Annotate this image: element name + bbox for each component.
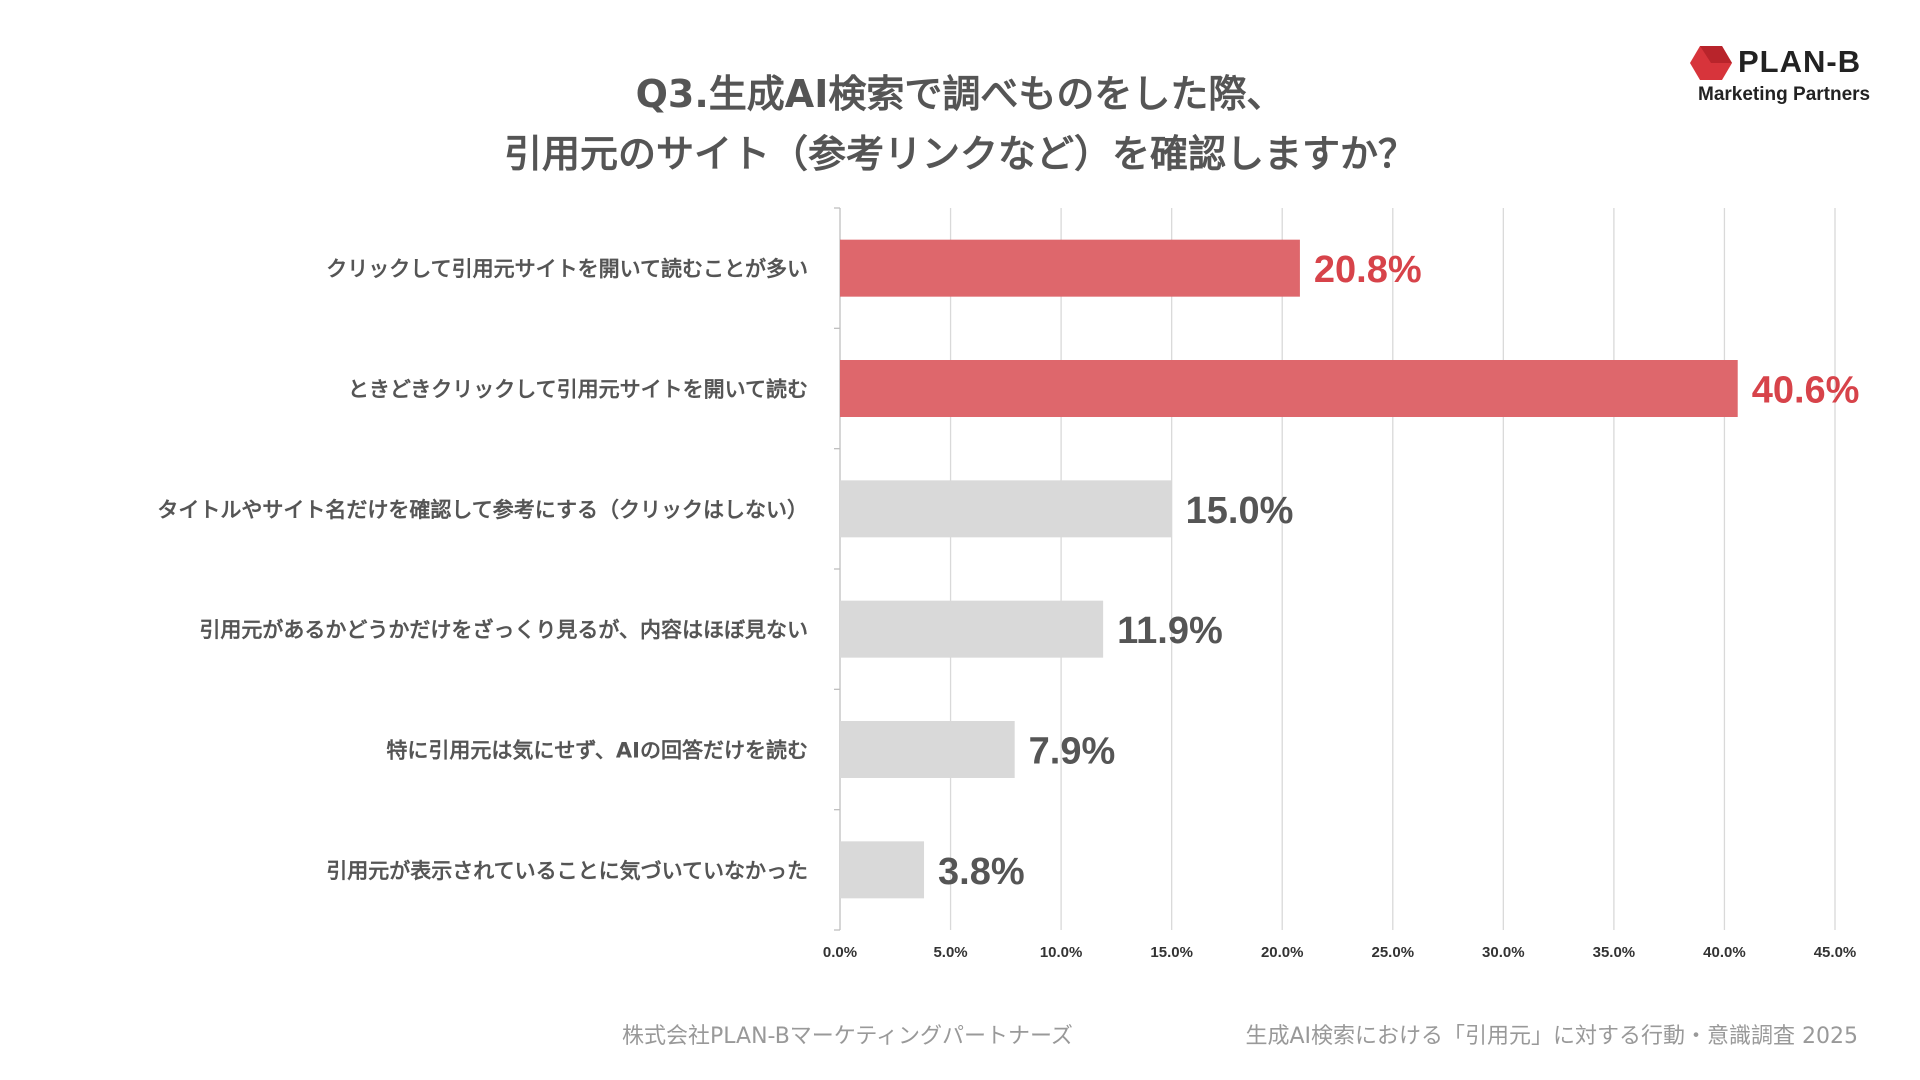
x-tick-labels: 0.0% 5.0% 10.0% 15.0% 20.0% 25.0% 30.0% 35.0% 40… <box>823 944 1856 961</box>
logo-tagline: Marketing Partners <box>1698 84 1871 105</box>
tick-label-9: 45.0% <box>1814 944 1857 961</box>
value-label-1: 40.6% <box>1752 370 1860 412</box>
category-label-4: 特に引用元は気にせず、AIの回答だけを読む <box>386 739 808 763</box>
footer-survey-title: 生成AI検索における「引用元」に対する行動・意識調査 2025 <box>1245 1024 1858 1049</box>
tick-label-0: 0.0% <box>823 944 857 961</box>
bars <box>840 239 1738 899</box>
tick-label-2: 10.0% <box>1040 944 1083 961</box>
category-label-3: 引用元があるかどうかだけをざっくり見るが、内容はほぼ見ない <box>199 618 808 642</box>
bar-3 <box>840 600 1104 658</box>
category-label-2: タイトルやサイト名だけを確認して参考にする（クリックはしない） <box>157 498 808 522</box>
bar-0 <box>840 239 1300 297</box>
value-label-0: 20.8% <box>1314 249 1422 291</box>
category-label-1: ときどきクリックして引用元サイトを開いて読む <box>348 378 808 402</box>
tick-label-3: 15.0% <box>1150 944 1193 961</box>
value-label-5: 3.8% <box>938 851 1025 893</box>
tick-label-8: 40.0% <box>1703 944 1746 961</box>
value-label-3: 11.9% <box>1117 610 1223 652</box>
title-line-1: Q3.生成AI検索で調べものをした際、 <box>635 72 1285 116</box>
logo-name: PLAN-B <box>1738 44 1862 79</box>
footer-company: 株式会社PLAN-Bマーケティングパートナーズ <box>622 1024 1073 1049</box>
title-line-2: 引用元のサイト（参考リンクなど）を確認しますか？ <box>503 132 1416 176</box>
tick-label-6: 30.0% <box>1482 944 1525 961</box>
tick-label-5: 25.0% <box>1372 944 1415 961</box>
bar-chart: クリックして引用元サイトを開いて読むことが多いときどきクリックして引用元サイトを… <box>157 207 1859 961</box>
category-label-5: 引用元が表示されていることに気づいていなかった <box>326 859 808 883</box>
category-labels: クリックして引用元サイトを開いて読むことが多いときどきクリックして引用元サイトを… <box>157 257 808 883</box>
grid-lines <box>834 207 1836 931</box>
logo-hexagon-shine <box>1700 46 1732 63</box>
value-labels: 20.8% 40.6% 15.0% 11.9% 7.9% 3.8% <box>938 249 1859 893</box>
logo-mark-icon <box>1690 46 1732 80</box>
bar-2 <box>840 480 1172 538</box>
bar-5 <box>840 841 925 899</box>
plan-b-logo: PLAN-B Marketing Partners <box>1690 44 1880 114</box>
bar-1 <box>840 360 1738 417</box>
tick-label-1: 5.0% <box>933 944 967 961</box>
tick-label-7: 35.0% <box>1593 944 1636 961</box>
value-label-2: 15.0% <box>1186 490 1294 532</box>
category-label-0: クリックして引用元サイトを開いて読むことが多い <box>326 257 808 281</box>
value-label-4: 7.9% <box>1029 731 1116 773</box>
bar-4 <box>840 721 1015 778</box>
tick-label-4: 20.0% <box>1261 944 1304 961</box>
chart-title: Q3.生成AI検索で調べものをした際、 引用元のサイト（参考リンクなど）を確認し… <box>420 64 1500 184</box>
